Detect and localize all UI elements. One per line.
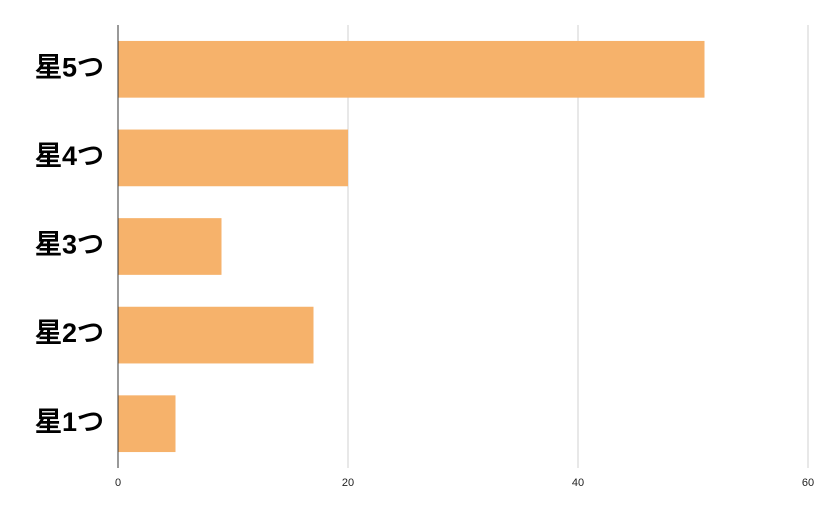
x-tick-label: 20 xyxy=(342,477,354,489)
bar xyxy=(118,40,705,98)
y-tick-label: 星4つ xyxy=(35,141,104,171)
y-tick-label: 星5つ xyxy=(35,52,104,82)
x-tick-label: 0 xyxy=(115,477,121,489)
y-tick-label: 星2つ xyxy=(35,318,104,348)
x-tick-label: 40 xyxy=(572,477,584,489)
bar xyxy=(118,306,314,364)
bar xyxy=(118,129,348,187)
bar xyxy=(118,218,222,275)
x-tick-label: 60 xyxy=(802,477,814,489)
y-tick-label: 星3つ xyxy=(35,230,104,260)
bar xyxy=(118,395,176,453)
y-tick-label: 星1つ xyxy=(35,407,104,437)
